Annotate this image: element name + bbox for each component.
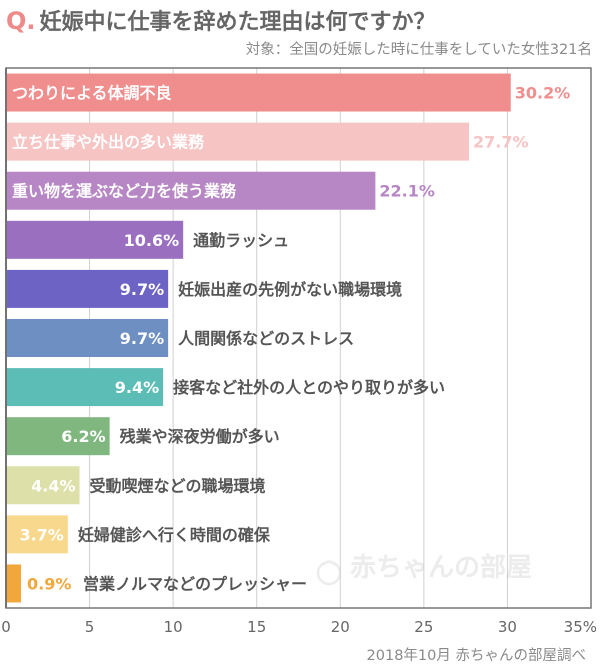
question-text: 妊娠中に仕事を辞めた理由は何ですか？ — [39, 10, 436, 35]
x-tick-label: 35% — [564, 618, 597, 636]
bar — [7, 417, 110, 456]
category-label: 通勤ラッシュ — [193, 231, 289, 250]
bar — [7, 368, 164, 407]
x-tick-label: 15 — [247, 618, 266, 636]
bar — [7, 122, 469, 161]
value-label: 0.9% — [27, 574, 71, 593]
category-label: 妊娠出産の先例がない職場環境 — [178, 280, 402, 299]
value-label: 27.7% — [473, 133, 529, 152]
x-tick-label: 20 — [331, 618, 350, 636]
value-label: 9.4% — [115, 378, 159, 397]
bar — [7, 564, 22, 603]
value-label: 3.7% — [19, 525, 63, 544]
category-label: つわりによる体調不良 — [12, 84, 172, 103]
value-label: 9.7% — [120, 280, 164, 299]
category-label: 接客など社外の人とのやり取りが多い — [173, 378, 445, 397]
watermark-logo: 赤ちゃんの部屋 — [314, 547, 532, 587]
watermark-text: 赤ちゃんの部屋 — [350, 553, 533, 583]
chart-title: Q. 妊娠中に仕事を辞めた理由は何ですか？ — [6, 4, 436, 36]
x-tick-label: 0 — [1, 618, 11, 636]
category-label: 立ち仕事や外出の多い業務 — [12, 133, 205, 152]
category-label: 受動喫煙などの職場環境 — [90, 476, 266, 495]
bar — [7, 515, 68, 554]
x-tick-label: 10 — [164, 618, 183, 636]
value-label: 10.6% — [124, 231, 180, 250]
category-label: 残業や深夜労働が多い — [120, 427, 280, 446]
survey-target: 対象：全国の妊娠した時に仕事をしていた女性321名 — [245, 42, 592, 58]
category-label: 人間関係などのストレス — [178, 329, 354, 348]
question-mark-label: Q. — [6, 7, 36, 35]
category-label: 営業ノルマなどのプレッシャー — [83, 574, 307, 593]
x-tick-label: 25 — [414, 618, 433, 636]
plot-frame — [5, 67, 592, 609]
value-label: 22.1% — [379, 182, 435, 201]
value-label: 4.4% — [31, 476, 75, 495]
x-tick-label: 5 — [85, 618, 95, 636]
bar — [7, 269, 169, 308]
bar — [7, 220, 184, 259]
bar — [7, 319, 169, 357]
category-label: 妊婦健診へ行く時間の確保 — [78, 525, 271, 544]
value-label: 30.2% — [515, 84, 571, 103]
bar — [7, 73, 511, 112]
value-label: 9.7% — [120, 329, 164, 348]
value-label: 6.2% — [61, 427, 105, 446]
bar — [7, 466, 80, 505]
category-label: 重い物を運ぶなど力を使う業務 — [12, 182, 237, 201]
x-tick-label: 30 — [498, 618, 517, 636]
bar — [7, 171, 376, 210]
baby-face-icon — [316, 559, 342, 585]
source-note: 2018年10月 赤ちゃんの部屋調べ — [366, 648, 586, 664]
